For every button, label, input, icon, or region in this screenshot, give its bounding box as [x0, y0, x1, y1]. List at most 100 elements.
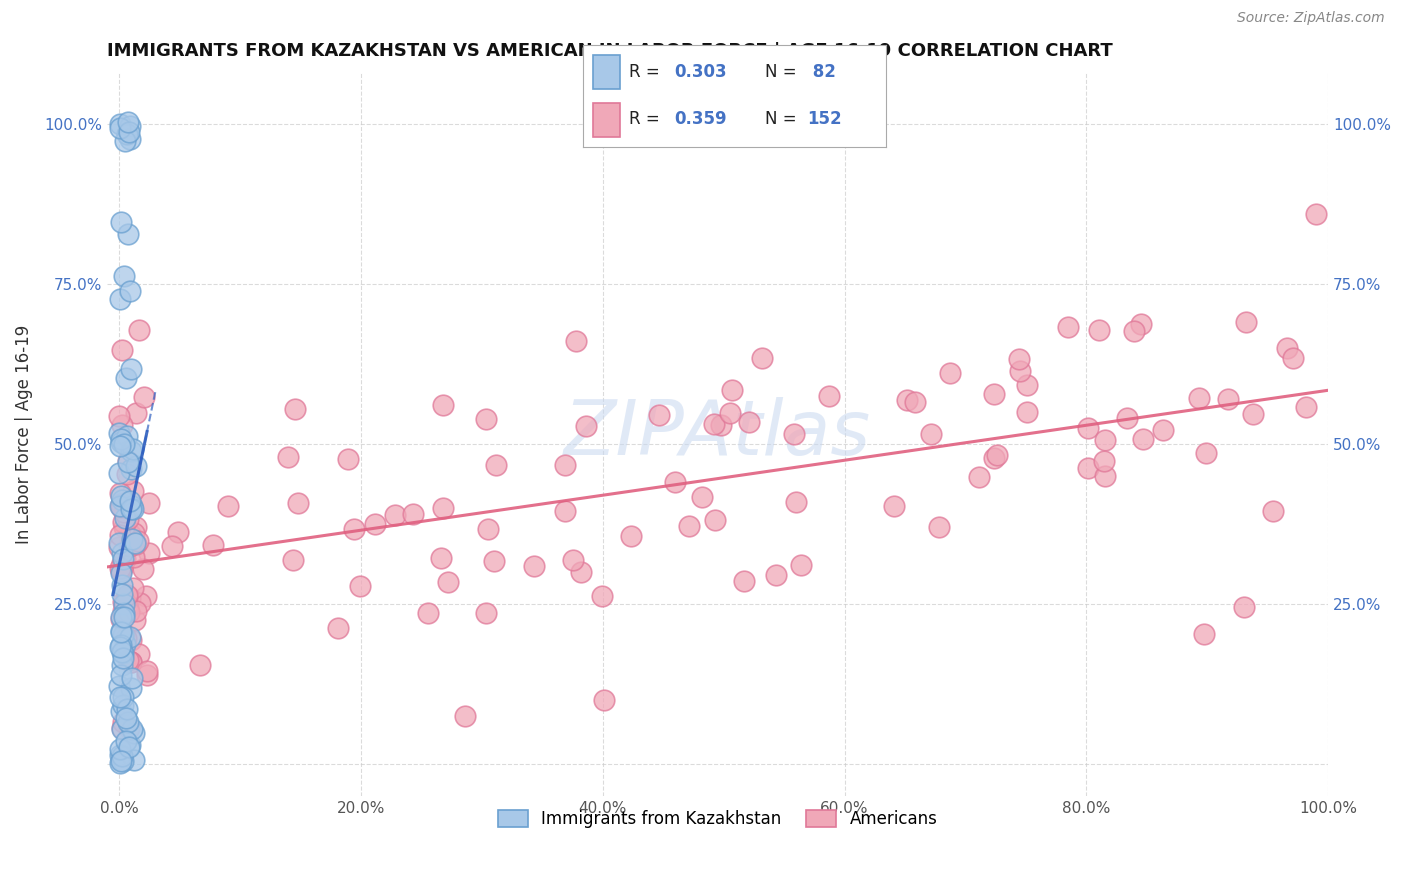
Y-axis label: In Labor Force | Age 16-19: In Labor Force | Age 16-19 [15, 325, 32, 544]
Point [928, 520, 950, 534]
Point [110, 624, 132, 639]
Point [402, 508, 425, 522]
Point [134, 390, 156, 404]
Point [111, 493, 134, 508]
Point [108, 292, 131, 306]
Point [110, 528, 132, 542]
Point [118, 527, 141, 541]
Point [135, 665, 157, 679]
Point [1132, 432, 1154, 446]
Point [110, 564, 132, 578]
Point [364, 517, 387, 532]
Point [122, 442, 145, 457]
Point [1008, 351, 1031, 366]
Point [710, 418, 733, 433]
Point [1277, 341, 1299, 355]
Point [1192, 627, 1215, 641]
Point [120, 681, 142, 696]
Point [1077, 461, 1099, 475]
Point [1087, 323, 1109, 337]
Point [114, 595, 136, 609]
Point [112, 754, 135, 768]
Point [120, 119, 142, 133]
Point [430, 550, 453, 565]
Point [111, 417, 134, 432]
Point [110, 489, 132, 503]
Point [343, 522, 366, 536]
Point [111, 561, 134, 575]
Point [111, 646, 134, 660]
Text: IMMIGRANTS FROM KAZAKHSTAN VS AMERICAN IN LABOR FORCE | AGE 16-19 CORRELATION CH: IMMIGRANTS FROM KAZAKHSTAN VS AMERICAN I… [107, 42, 1112, 60]
Point [482, 554, 505, 568]
Point [112, 505, 135, 519]
Point [115, 467, 138, 482]
Point [1233, 599, 1256, 614]
Point [115, 127, 138, 141]
Point [384, 508, 406, 522]
Text: N =: N = [765, 63, 796, 81]
Point [122, 501, 145, 516]
Point [111, 698, 134, 713]
Point [114, 734, 136, 748]
Point [117, 601, 139, 615]
Point [111, 343, 134, 357]
Point [112, 496, 135, 510]
Point [336, 452, 359, 467]
Point [132, 562, 155, 576]
Point [1130, 317, 1153, 331]
Point [118, 539, 141, 553]
Point [117, 653, 139, 667]
Text: 0.359: 0.359 [675, 111, 727, 128]
Point [118, 739, 141, 754]
Point [118, 630, 141, 644]
Point [108, 409, 131, 423]
Point [122, 549, 145, 564]
Point [112, 515, 135, 529]
Point [128, 647, 150, 661]
Point [110, 435, 132, 450]
Point [118, 125, 141, 139]
Point [120, 462, 142, 476]
Point [765, 568, 787, 582]
Point [117, 714, 139, 729]
Point [110, 499, 132, 513]
Point [111, 658, 134, 673]
Point [967, 470, 990, 484]
Point [112, 268, 135, 283]
Point [108, 756, 131, 770]
Point [120, 655, 142, 669]
Point [120, 502, 142, 516]
Point [112, 610, 135, 624]
Point [121, 484, 143, 499]
Point [571, 566, 593, 580]
Point [110, 215, 132, 229]
Point [135, 589, 157, 603]
Point [1017, 405, 1039, 419]
Point [124, 520, 146, 534]
Point [720, 384, 742, 398]
Text: Source: ZipAtlas.com: Source: ZipAtlas.com [1237, 11, 1385, 25]
Point [284, 402, 307, 417]
Point [678, 519, 700, 533]
Text: 0.303: 0.303 [675, 63, 727, 81]
Text: ZIPAtlas: ZIPAtlas [564, 397, 872, 471]
Point [122, 753, 145, 767]
Point [128, 323, 150, 337]
Point [110, 624, 132, 638]
Point [561, 553, 583, 567]
Point [114, 637, 136, 651]
Point [1295, 400, 1317, 414]
Point [115, 371, 138, 385]
Point [1263, 504, 1285, 518]
Text: 152: 152 [807, 111, 842, 128]
Text: N =: N = [765, 111, 796, 128]
Point [120, 633, 142, 648]
Point [110, 556, 132, 570]
Point [920, 426, 942, 441]
Text: 82: 82 [807, 63, 837, 81]
Point [782, 426, 804, 441]
Point [281, 553, 304, 567]
Point [112, 437, 135, 451]
Point [110, 704, 132, 718]
Point [437, 574, 460, 589]
